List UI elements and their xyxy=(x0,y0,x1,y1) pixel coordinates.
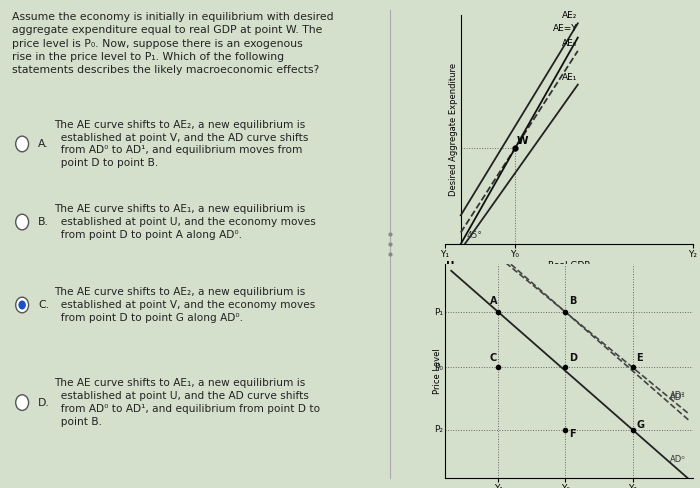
Text: B.: B. xyxy=(38,217,49,227)
Text: W: W xyxy=(517,136,528,146)
Text: The AE curve shifts to AE₂, a new equilibrium is
  established at point V, and t: The AE curve shifts to AE₂, a new equili… xyxy=(55,120,309,168)
X-axis label: Real GDP: Real GDP xyxy=(548,261,589,270)
Text: AE₀: AE₀ xyxy=(562,39,578,48)
Circle shape xyxy=(15,136,29,152)
Text: 45°: 45° xyxy=(467,231,482,240)
Text: C.: C. xyxy=(38,300,49,310)
Circle shape xyxy=(18,301,26,309)
Text: D.: D. xyxy=(38,398,50,407)
Circle shape xyxy=(15,395,29,410)
Text: F: F xyxy=(569,429,576,440)
Text: AE₁: AE₁ xyxy=(562,73,578,81)
Y-axis label: Desired Aggregate Expenditure: Desired Aggregate Expenditure xyxy=(449,63,458,196)
Circle shape xyxy=(15,297,29,313)
Text: P₂: P₂ xyxy=(434,425,443,434)
Text: D: D xyxy=(569,353,577,363)
Text: Assume the economy is initially in equilibrium with desired
aggregate expenditur: Assume the economy is initially in equil… xyxy=(12,12,334,75)
Text: C: C xyxy=(489,353,497,363)
Text: AD⁰: AD⁰ xyxy=(669,455,685,464)
Text: E: E xyxy=(636,353,643,363)
Text: AE₂: AE₂ xyxy=(562,12,578,20)
Y-axis label: Price Level: Price Level xyxy=(433,348,442,394)
Text: A: A xyxy=(489,297,497,306)
Text: AD²: AD² xyxy=(669,390,685,400)
Text: The AE curve shifts to AE₁, a new equilibrium is
  established at point U, and t: The AE curve shifts to AE₁, a new equili… xyxy=(55,378,321,427)
Text: The AE curve shifts to AE₂, a new equilibrium is
  established at point V, and t: The AE curve shifts to AE₂, a new equili… xyxy=(55,287,316,323)
Text: U: U xyxy=(446,261,454,271)
Text: G: G xyxy=(636,420,645,430)
Circle shape xyxy=(15,214,29,230)
Text: A.: A. xyxy=(38,139,49,149)
Text: P₁: P₁ xyxy=(434,307,443,317)
Text: AD¹: AD¹ xyxy=(669,393,685,402)
Text: The AE curve shifts to AE₁, a new equilibrium is
  established at point U, and t: The AE curve shifts to AE₁, a new equili… xyxy=(55,204,316,240)
Text: B: B xyxy=(569,297,577,306)
Text: AE=Y: AE=Y xyxy=(552,24,578,33)
Text: P₀: P₀ xyxy=(434,363,443,372)
